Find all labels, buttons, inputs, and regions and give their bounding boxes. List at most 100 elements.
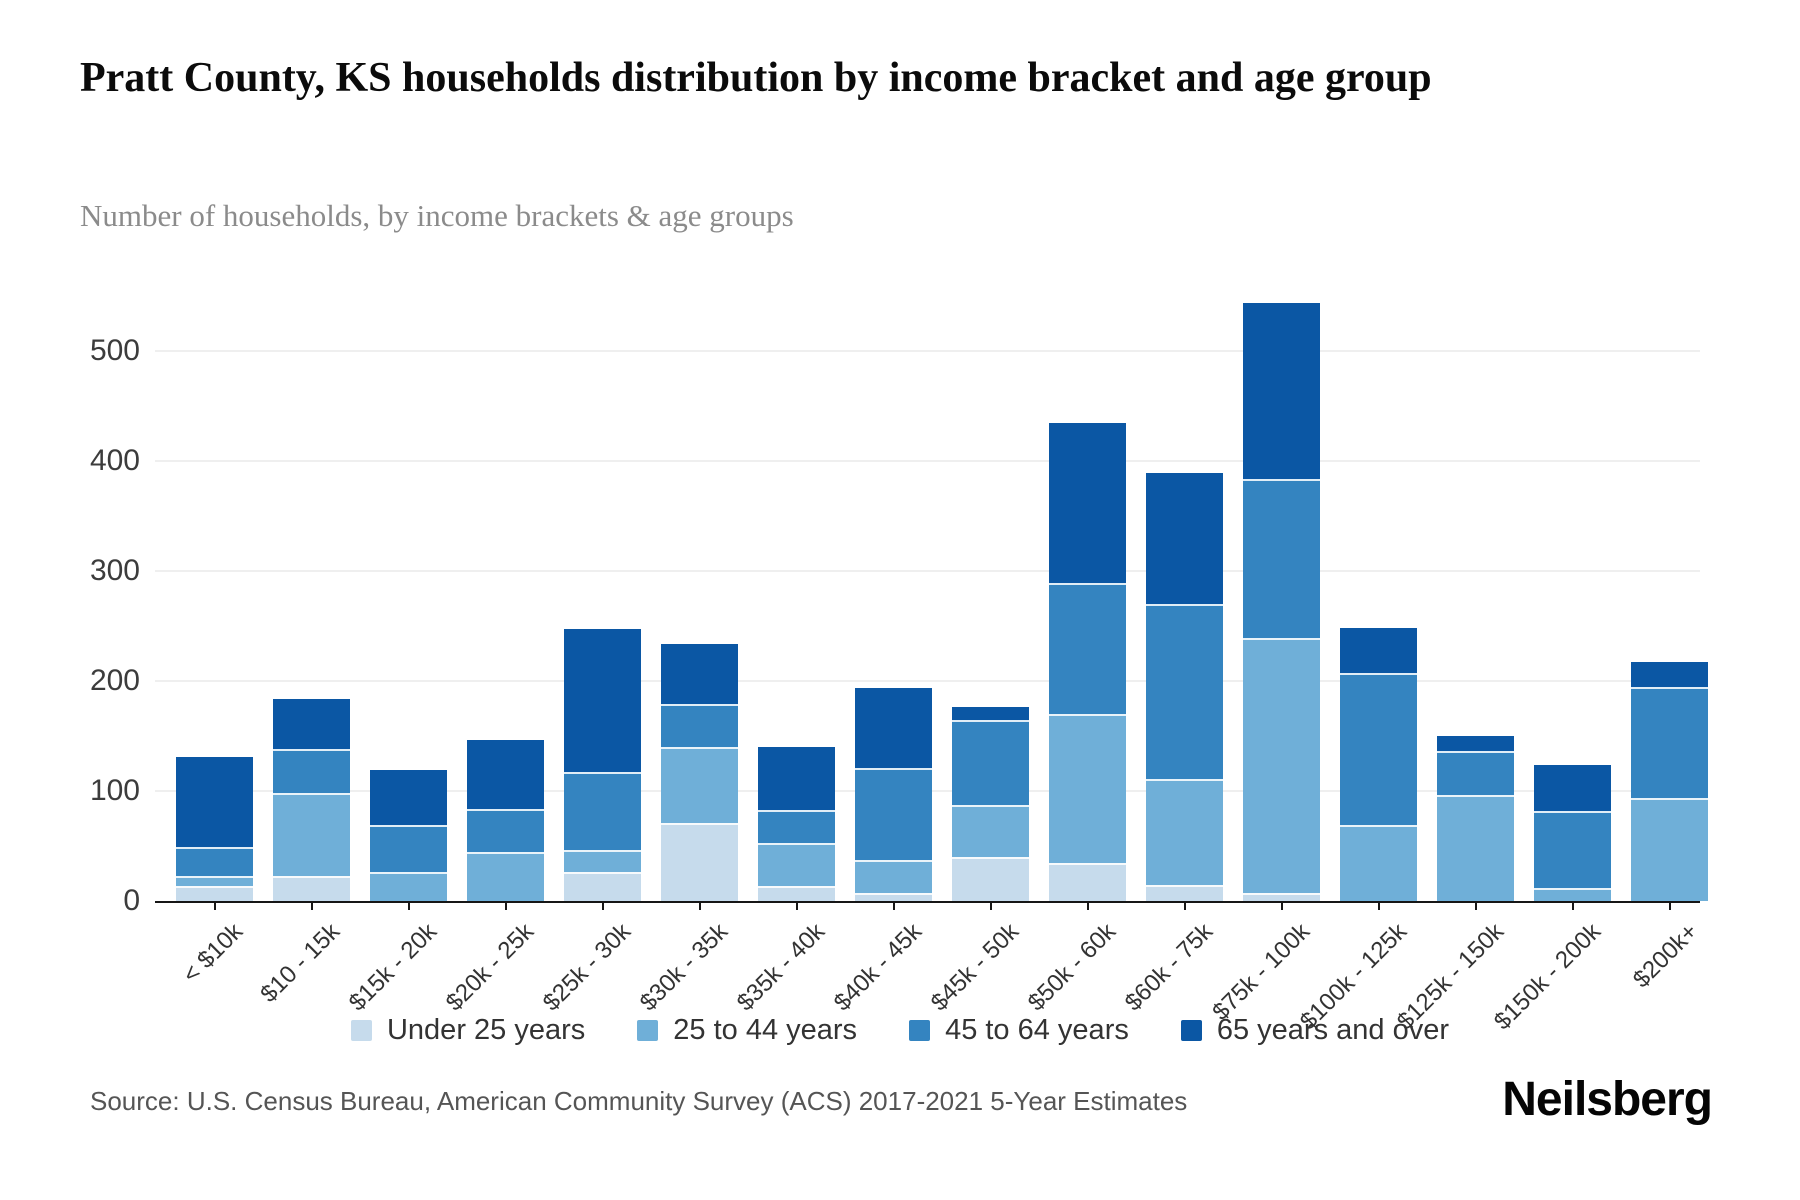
bar-segment-Under 25 years[interactable] [564, 872, 641, 901]
y-axis-tick-label: 0 [123, 884, 140, 917]
bar-segment-45 to 64 years[interactable] [952, 719, 1029, 806]
bar-segment-Under 25 years[interactable] [952, 857, 1029, 901]
legend-item-under-25[interactable]: Under 25 years [350, 1014, 585, 1047]
gridline [155, 350, 1700, 352]
x-axis-tick [1086, 902, 1089, 910]
y-axis-tick-label: 400 [89, 444, 140, 477]
bar-segment-25 to 44 years[interactable] [1049, 714, 1126, 863]
bar-segment-25 to 44 years[interactable] [370, 872, 447, 901]
legend-swatch-65-and-over [1180, 1020, 1202, 1041]
bar-segment-25 to 44 years[interactable] [952, 805, 1029, 857]
bar-segment-Under 25 years[interactable] [273, 875, 350, 901]
bar-segment-65 years and over[interactable] [1534, 764, 1611, 811]
bar-segment-65 years and over[interactable] [758, 747, 835, 810]
bar-segment-45 to 64 years[interactable] [855, 767, 932, 861]
source-attribution: Source: U.S. Census Bureau, American Com… [90, 1086, 1188, 1116]
bar-segment-Under 25 years[interactable] [176, 885, 253, 901]
bar-segment-45 to 64 years[interactable] [1340, 673, 1417, 826]
bar-segment-65 years and over[interactable] [273, 698, 350, 750]
bar-segment-45 to 64 years[interactable] [1146, 604, 1223, 779]
bar-segment-65 years and over[interactable] [1340, 628, 1417, 674]
bar-segment-65 years and over[interactable] [1146, 473, 1223, 604]
x-axis-line [155, 901, 1700, 903]
x-axis-tick [989, 902, 992, 910]
legend: Under 25 years 25 to 44 years 45 to 64 y… [0, 1014, 1800, 1047]
gridline [155, 460, 1700, 462]
bar-segment-25 to 44 years[interactable] [467, 851, 544, 901]
bar-$125k - 150k [1437, 0, 1514, 901]
bar-segment-Under 25 years[interactable] [1146, 884, 1223, 901]
bar-$75k - 100k [1243, 0, 1320, 901]
bar-segment-25 to 44 years[interactable] [1631, 797, 1708, 901]
bar-segment-45 to 64 years[interactable] [176, 847, 253, 876]
bar-segment-45 to 64 years[interactable] [1049, 583, 1126, 714]
bar-segment-45 to 64 years[interactable] [1437, 751, 1514, 796]
bar-segment-65 years and over[interactable] [1243, 302, 1320, 479]
legend-swatch-45-to-64 [909, 1020, 931, 1041]
bar-segment-25 to 44 years[interactable] [1437, 795, 1514, 901]
page-title: Pratt County, KS households distribution… [80, 55, 1432, 101]
bar-segment-45 to 64 years[interactable] [661, 704, 738, 747]
bar-segment-Under 25 years[interactable] [855, 893, 932, 901]
bar-segment-25 to 44 years[interactable] [1534, 887, 1611, 901]
bar-segment-45 to 64 years[interactable] [370, 825, 447, 873]
bar-segment-65 years and over[interactable] [176, 756, 253, 848]
y-axis-tick-label: 300 [89, 554, 140, 587]
bar-segment-45 to 64 years[interactable] [273, 749, 350, 794]
bar-segment-25 to 44 years[interactable] [1340, 825, 1417, 901]
bar-segment-25 to 44 years[interactable] [855, 860, 932, 894]
bar-$100k - 125k [1340, 0, 1417, 901]
bar-segment-65 years and over[interactable] [1437, 736, 1514, 752]
legend-item-25-to-44[interactable]: 25 to 44 years [637, 1014, 857, 1047]
bar-segment-65 years and over[interactable] [467, 740, 544, 809]
bar-segment-25 to 44 years[interactable] [758, 842, 835, 886]
bar-segment-65 years and over[interactable] [661, 643, 738, 705]
bar-$35k - 40k [758, 0, 835, 901]
bar-segment-45 to 64 years[interactable] [467, 808, 544, 852]
x-axis-tick [407, 902, 410, 910]
bar-segment-65 years and over[interactable] [564, 629, 641, 773]
bar-segment-45 to 64 years[interactable] [1631, 686, 1708, 798]
legend-item-65-and-over[interactable]: 65 years and over [1180, 1014, 1450, 1047]
bar-segment-Under 25 years[interactable] [1049, 862, 1126, 901]
y-axis-tick-label: 200 [89, 664, 140, 697]
bar-segment-65 years and over[interactable] [855, 687, 932, 768]
bar-segment-25 to 44 years[interactable] [661, 747, 738, 823]
bar-segment-25 to 44 years[interactable] [273, 793, 350, 876]
bar-$200k+ [1631, 0, 1708, 901]
bar-segment-65 years and over[interactable] [1631, 662, 1708, 687]
x-axis-tick [1377, 902, 1380, 910]
bar-segment-25 to 44 years[interactable] [1243, 638, 1320, 894]
bar-segment-45 to 64 years[interactable] [564, 772, 641, 851]
bar-segment-Under 25 years[interactable] [758, 885, 835, 901]
bar-$60k - 75k [1146, 0, 1223, 901]
x-axis-tick [1474, 902, 1477, 910]
legend-swatch-under-25 [350, 1020, 372, 1041]
legend-item-45-to-64[interactable]: 45 to 64 years [909, 1014, 1129, 1047]
bar-$40k - 45k [855, 0, 932, 901]
bar-segment-Under 25 years[interactable] [1243, 893, 1320, 901]
bar-segment-45 to 64 years[interactable] [1243, 478, 1320, 639]
legend-swatch-25-to-44 [637, 1020, 659, 1041]
bar-$10 - 15k [273, 0, 350, 901]
bar-segment-25 to 44 years[interactable] [1146, 778, 1223, 885]
bar-segment-65 years and over[interactable] [370, 770, 447, 826]
x-axis-tick [698, 902, 701, 910]
legend-label: 65 years and over [1216, 1014, 1450, 1046]
bar-segment-65 years and over[interactable] [952, 707, 1029, 720]
x-axis-tick [1571, 902, 1574, 910]
y-axis-tick-label: 100 [89, 774, 140, 807]
bar-$30k - 35k [661, 0, 738, 901]
legend-label: 45 to 64 years [945, 1014, 1129, 1046]
bar-< $10k [176, 0, 253, 901]
bar-segment-65 years and over[interactable] [1049, 422, 1126, 584]
bar-segment-45 to 64 years[interactable] [758, 809, 835, 843]
bar-segment-Under 25 years[interactable] [661, 822, 738, 901]
bar-$15k - 20k [370, 0, 447, 901]
bar-segment-25 to 44 years[interactable] [176, 875, 253, 886]
bar-segment-45 to 64 years[interactable] [1534, 810, 1611, 888]
legend-label: 25 to 44 years [673, 1014, 858, 1046]
bar-segment-25 to 44 years[interactable] [564, 850, 641, 873]
y-axis-tick-label: 500 [89, 334, 140, 367]
